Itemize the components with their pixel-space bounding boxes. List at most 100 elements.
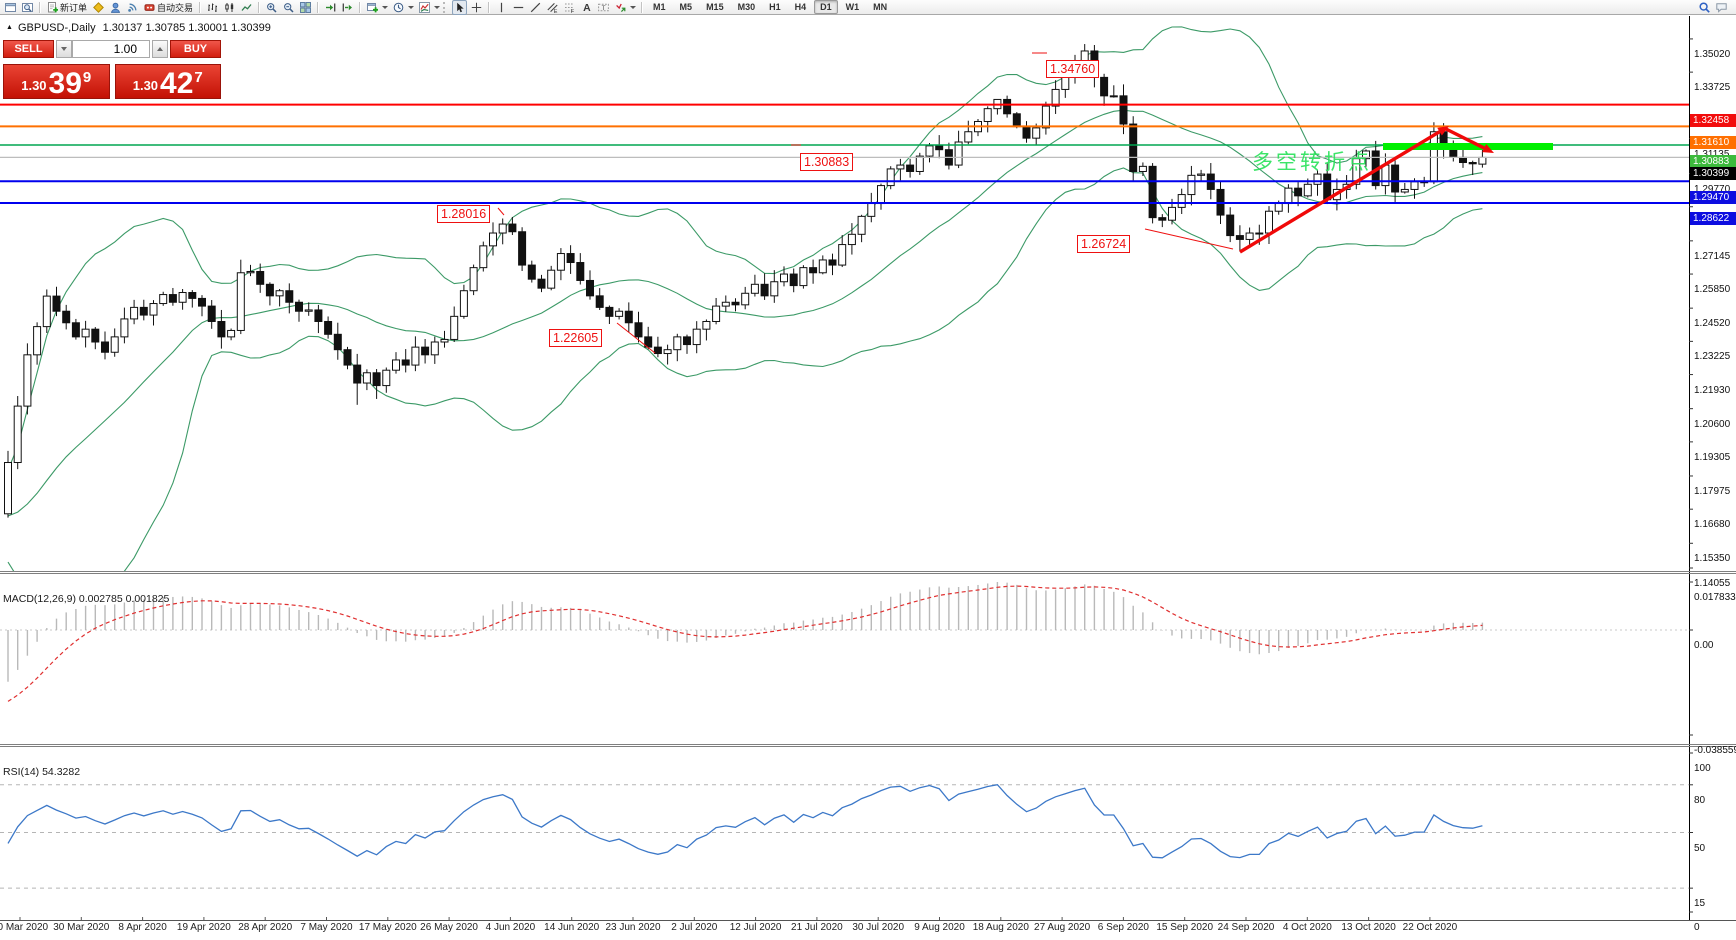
candle-body — [1226, 214, 1235, 237]
candle-body — [178, 292, 187, 303]
fibonacci-tool-button[interactable]: F — [562, 0, 577, 15]
signals-button[interactable] — [125, 0, 140, 15]
metaeditor-button[interactable] — [91, 0, 106, 15]
search-button[interactable] — [1697, 0, 1712, 15]
chat-button[interactable] — [1714, 0, 1729, 15]
community-button[interactable] — [108, 0, 123, 15]
sell-price-button[interactable]: 1.30 39 9 — [3, 64, 110, 99]
text-label-tool-icon: T — [598, 3, 609, 11]
sell-button[interactable]: SELL — [3, 40, 54, 58]
time-axis-label: 4 Oct 2020 — [1282, 922, 1332, 933]
price-annotation-label[interactable]: 1.22605 — [549, 329, 603, 347]
candlestick-mode-button[interactable] — [222, 0, 237, 15]
sell-price-pip: 9 — [82, 69, 92, 86]
candle-body — [265, 283, 274, 297]
candle-body — [479, 245, 488, 269]
candle-body — [1119, 95, 1128, 125]
candle-body — [1003, 98, 1012, 115]
candle-body — [1051, 88, 1060, 107]
text-label-tool-button[interactable]: T — [596, 0, 611, 15]
zoom-in-icon — [267, 2, 277, 13]
candle-body — [721, 301, 730, 307]
candle-body — [1459, 156, 1467, 164]
volume-decrease-button[interactable] — [56, 40, 72, 58]
price-annotation-label[interactable]: 1.26724 — [1077, 235, 1131, 253]
price-annotation-label[interactable]: 1.30883 — [800, 153, 854, 171]
timeframe-d1-button[interactable]: D1 — [814, 0, 838, 14]
tile-windows-button[interactable] — [298, 0, 313, 15]
candle-body — [1294, 187, 1303, 197]
chart-shift-button[interactable] — [340, 0, 355, 15]
cursor-tool-button[interactable] — [452, 0, 468, 15]
timeframe-w1-button[interactable]: W1 — [845, 2, 860, 12]
candle-body — [1274, 203, 1283, 212]
indicators-list-dropdown-caret[interactable] — [434, 5, 441, 9]
crosshair-tool-button[interactable] — [469, 0, 484, 15]
candle-body — [227, 329, 236, 338]
autotrading-button[interactable]: 自动交易 — [142, 0, 195, 15]
new-chart-dropdown-caret[interactable] — [382, 5, 389, 9]
candle-body — [1400, 188, 1409, 193]
timeframe-m15-button[interactable]: M15 — [706, 2, 724, 12]
volume-input[interactable] — [72, 40, 150, 58]
macd-axis-label: 0.00 — [1694, 640, 1714, 651]
price-chart[interactable] — [0, 16, 1736, 924]
candle-body — [62, 310, 71, 324]
candle-body — [353, 364, 362, 384]
price-axis-badge: 1.28622 — [1690, 212, 1736, 226]
volume-increase-button[interactable] — [152, 40, 168, 58]
candle-body — [1381, 164, 1390, 187]
vertical-line-tool-button[interactable] — [494, 0, 509, 15]
zoom-out-button[interactable] — [281, 0, 296, 15]
candle-body — [1100, 76, 1109, 97]
autotrading-label: 自动交易 — [157, 2, 194, 13]
candle-body — [421, 346, 430, 356]
equidistant-channel-tool-button[interactable]: E — [545, 0, 560, 15]
toolbar-separator — [199, 1, 202, 13]
periods-dropdown-caret[interactable] — [408, 5, 415, 9]
arrow-objects-dropdown-caret[interactable] — [630, 5, 637, 9]
timeframe-mn-button[interactable]: MN — [873, 2, 888, 12]
text-tool-button[interactable]: A — [579, 0, 594, 15]
candle-body — [857, 215, 866, 235]
rsi-line — [7, 783, 1483, 859]
buy-price-button[interactable]: 1.30 42 7 — [114, 64, 221, 100]
buy-button[interactable]: BUY — [170, 40, 221, 58]
timeframe-h1-button[interactable]: H1 — [769, 2, 781, 12]
macd-axis-label: -0.038559 — [1694, 745, 1736, 756]
timeframe-m30-button[interactable]: M30 — [737, 2, 756, 12]
candle-body — [120, 318, 129, 338]
arrow-objects-button[interactable] — [613, 0, 628, 15]
periods-button[interactable] — [391, 0, 406, 15]
horizontal-line-tool-button[interactable] — [511, 0, 526, 15]
market-watch-button[interactable] — [20, 0, 35, 15]
zoom-in-button[interactable] — [264, 0, 279, 15]
bar-chart-mode-button[interactable] — [205, 0, 220, 15]
ohlc-values: 1.30137 1.30785 1.30001 1.30399 — [102, 22, 271, 34]
turning-point-highlight-bar[interactable] — [1383, 143, 1553, 150]
indicators-list-button[interactable] — [417, 0, 432, 15]
buy-price-pip: 7 — [194, 69, 203, 86]
price-annotation-label[interactable]: 1.28016 — [437, 205, 491, 223]
price-axis-tick: 1.27145 — [1694, 250, 1731, 262]
timeframe-m1-button[interactable]: M1 — [653, 2, 666, 12]
new-chart-button[interactable] — [365, 0, 380, 15]
line-chart-mode-button[interactable] — [239, 0, 254, 15]
candle-body — [372, 372, 381, 387]
timeframe-h4-button[interactable]: H4 — [794, 2, 807, 12]
price-axis-badge: 1.29470 — [1690, 190, 1736, 204]
buy-price-big: 42 — [160, 67, 194, 100]
candle-body — [838, 244, 847, 266]
trend-arrow-line[interactable] — [1445, 127, 1485, 150]
trend-arrow-line[interactable] — [1239, 130, 1441, 254]
auto-scroll-button[interactable] — [323, 0, 338, 15]
candle-body — [401, 359, 410, 366]
timeframe-m5-button[interactable]: M5 — [679, 2, 693, 12]
trendline-tool-button[interactable] — [528, 0, 543, 15]
new-order-button[interactable]: 新订单 — [45, 0, 89, 15]
one-click-collapse-arrow[interactable]: ▲ — [6, 24, 13, 31]
price-annotation-label[interactable]: 1.34760 — [1046, 60, 1100, 78]
bull-bear-turning-point-note[interactable]: 多空转折点 — [1252, 151, 1372, 174]
chart-window-button[interactable] — [3, 0, 18, 15]
chat-icon — [1716, 2, 1727, 13]
